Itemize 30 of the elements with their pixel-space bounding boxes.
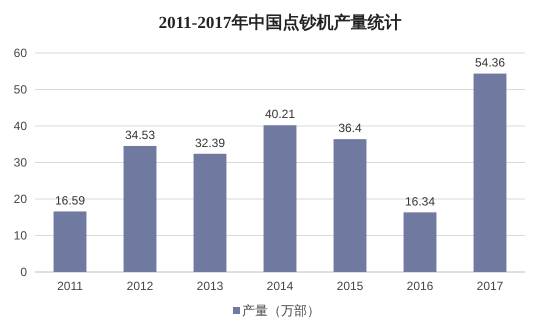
chart-title: 2011-2017年中国点钞机产量统计 [158, 13, 402, 32]
y-tick-label: 50 [14, 82, 28, 96]
y-tick-label: 20 [14, 192, 28, 206]
y-tick-label: 10 [14, 228, 28, 242]
x-tick-label: 2013 [196, 279, 224, 293]
data-label: 16.59 [54, 193, 86, 208]
bar [474, 74, 506, 272]
bar [334, 139, 366, 272]
bar [194, 154, 226, 272]
y-tick-label: 30 [14, 156, 28, 170]
bar [54, 211, 86, 272]
y-tick-label: 60 [14, 46, 28, 60]
data-label: 32.39 [194, 136, 226, 150]
x-tick-label: 2014 [266, 279, 294, 293]
data-label: 40.21 [264, 107, 296, 122]
x-tick-label: 2015 [336, 279, 364, 293]
y-tick-label: 0 [20, 265, 28, 279]
bar [124, 146, 156, 272]
x-tick-label: 2017 [476, 279, 504, 293]
data-label: 36.4 [338, 121, 362, 136]
x-tick-label: 2011 [57, 279, 84, 293]
y-tick-label: 40 [14, 119, 28, 133]
bar [404, 212, 436, 272]
x-tick-label: 2012 [126, 279, 154, 293]
data-label: 16.34 [404, 194, 436, 208]
data-label: 34.53 [124, 128, 156, 142]
data-label: 54.36 [474, 56, 506, 70]
bar [264, 125, 296, 272]
x-tick-label: 2016 [406, 279, 434, 293]
legend-label: 产量（万部） [242, 303, 320, 318]
